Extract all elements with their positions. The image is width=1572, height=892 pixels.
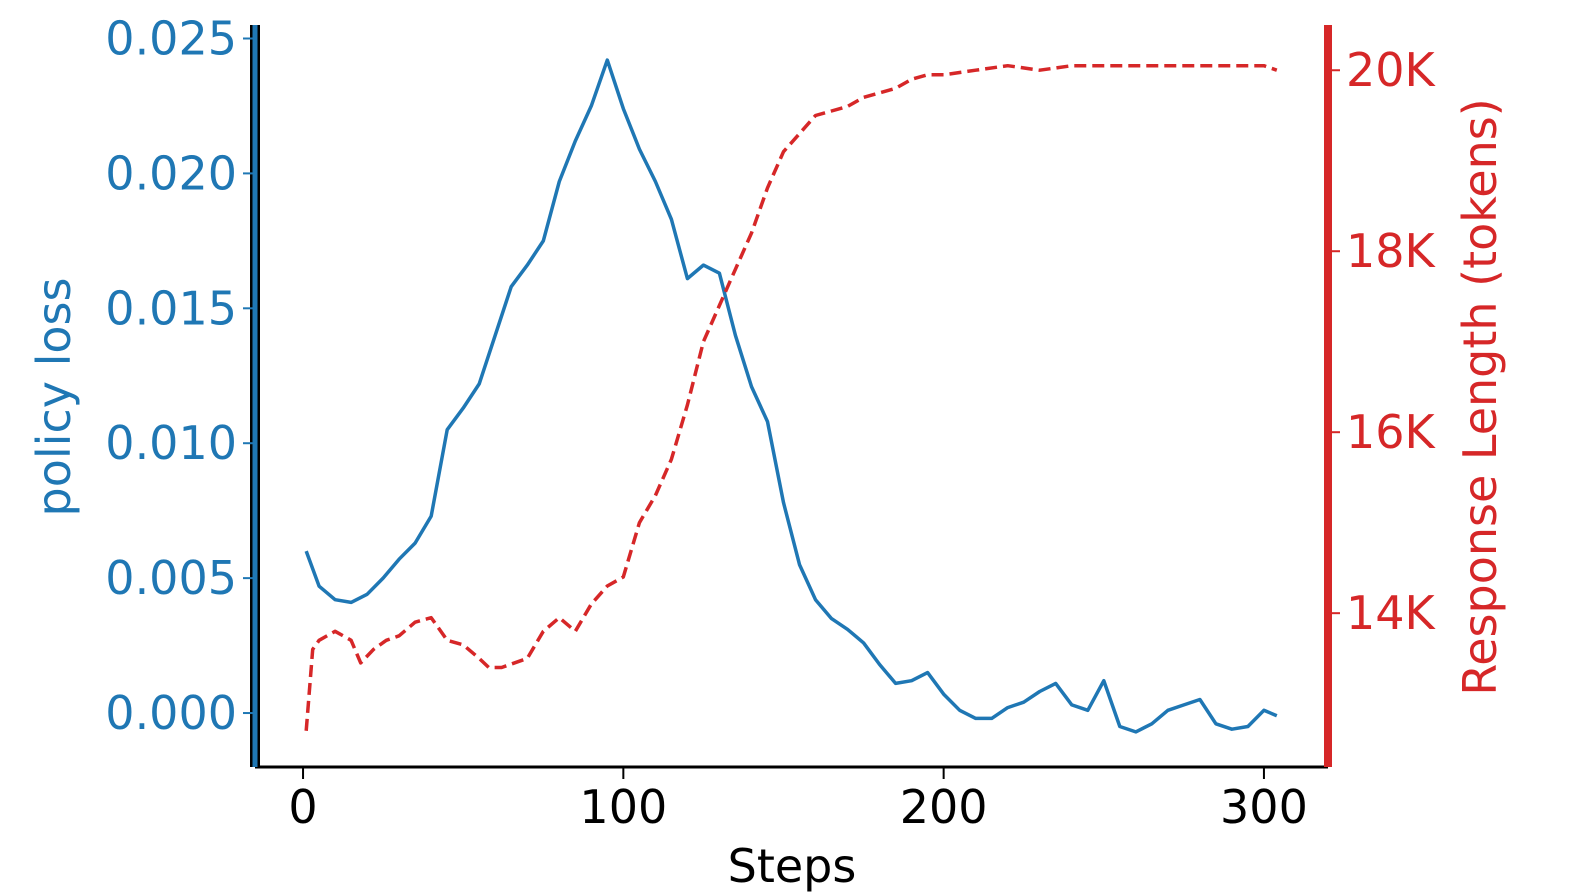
series-line-policy-loss [304, 58, 1278, 734]
x-tick-label: 300 [1220, 780, 1308, 834]
y-right-tick-label: 16K [1346, 405, 1437, 459]
x-tick-label: 100 [579, 780, 667, 834]
x-tick-label: 0 [288, 780, 317, 834]
y-axis-right: 14K 16K 18K 20K [1324, 25, 1437, 767]
y-left-tick-label: 0.025 [105, 11, 237, 65]
y-axis-right-label: Response Length (tokens) [1453, 98, 1507, 695]
y-right-tick-label: 14K [1346, 586, 1437, 640]
plot-area [304, 58, 1278, 734]
y-left-tick-label: 0.000 [105, 686, 237, 740]
y-left-tick-label: 0.020 [105, 146, 237, 200]
x-axis-label: Steps [728, 839, 857, 892]
x-axis: 0 100 200 300 [255, 765, 1328, 834]
y-right-tick-label: 18K [1346, 224, 1437, 278]
y-left-tick-label: 0.005 [105, 551, 237, 605]
y-axis-left: 0.000 0.005 0.010 0.015 0.020 0.025 [105, 11, 260, 767]
series-line-response-length [304, 63, 1278, 731]
y-right-tick-label: 20K [1346, 43, 1437, 97]
y-axis-left-label: policy loss [27, 278, 81, 517]
y-left-tick-label: 0.015 [105, 281, 237, 335]
y-left-tick-label: 0.010 [105, 416, 237, 470]
x-tick-label: 200 [900, 780, 988, 834]
